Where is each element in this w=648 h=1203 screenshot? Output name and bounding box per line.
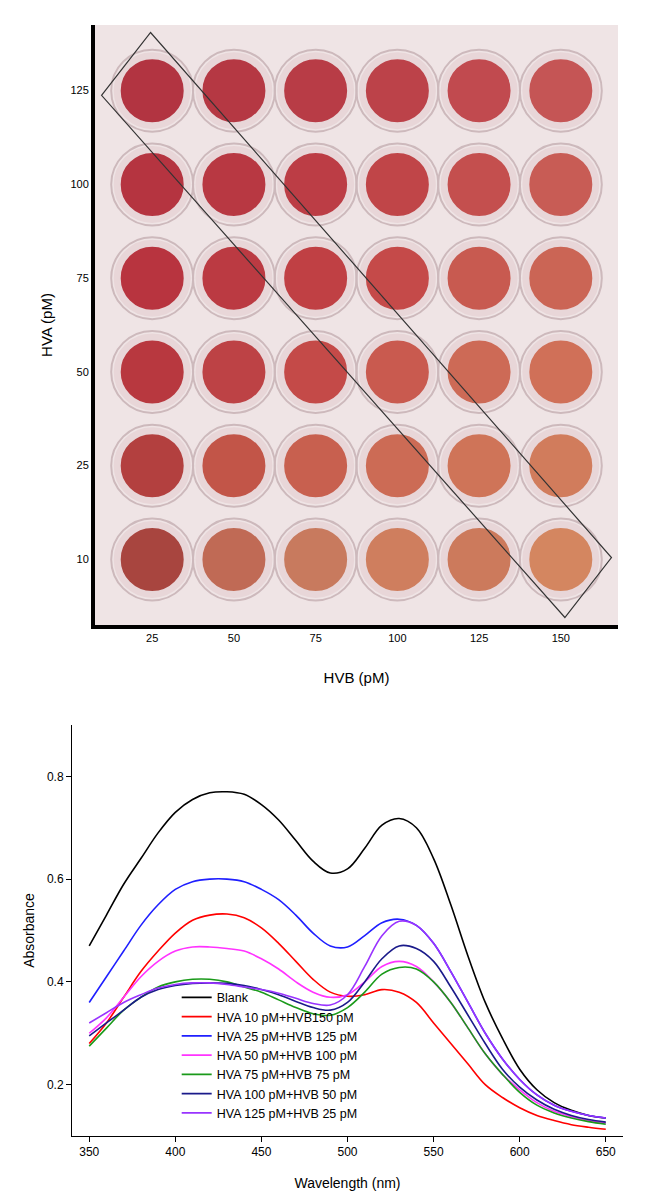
svg-text:400: 400: [165, 1145, 185, 1159]
svg-text:500: 500: [337, 1145, 357, 1159]
svg-text:25: 25: [146, 632, 158, 644]
svg-text:600: 600: [510, 1145, 530, 1159]
svg-text:Blank: Blank: [217, 991, 249, 1005]
svg-text:HVA 10 pM+HVB150 pM: HVA 10 pM+HVB150 pM: [217, 1011, 354, 1025]
svg-text:50: 50: [228, 632, 240, 644]
svg-text:0.4: 0.4: [47, 975, 64, 989]
svg-text:0.2: 0.2: [47, 1078, 64, 1092]
svg-text:100: 100: [388, 632, 406, 644]
svg-text:150: 150: [552, 632, 570, 644]
svg-text:Wavelength (nm): Wavelength (nm): [294, 1175, 400, 1191]
svg-text:125: 125: [70, 84, 88, 96]
svg-text:Absorbance: Absorbance: [21, 893, 37, 968]
svg-text:HVA 50 pM+HVB 100 pM: HVA 50 pM+HVB 100 pM: [217, 1049, 357, 1063]
svg-text:HVA 75 pM+HVB 75 pM: HVA 75 pM+HVB 75 pM: [217, 1068, 351, 1082]
svg-text:50: 50: [77, 366, 89, 378]
svg-text:25: 25: [77, 459, 89, 471]
svg-text:HVA 25 pM+HVB 125 pM: HVA 25 pM+HVB 125 pM: [217, 1030, 357, 1044]
svg-text:HVA (pM): HVA (pM): [38, 293, 55, 357]
svg-text:0.6: 0.6: [47, 872, 64, 886]
svg-text:HVA 100 pM+HVB 50 pM: HVA 100 pM+HVB 50 pM: [217, 1088, 357, 1102]
svg-text:75: 75: [77, 272, 89, 284]
svg-text:10: 10: [77, 553, 89, 565]
svg-text:0.8: 0.8: [47, 770, 64, 784]
svg-text:650: 650: [596, 1145, 616, 1159]
svg-text:100: 100: [70, 178, 88, 190]
svg-text:125: 125: [470, 632, 488, 644]
svg-text:450: 450: [251, 1145, 271, 1159]
svg-text:75: 75: [310, 632, 322, 644]
svg-text:550: 550: [424, 1145, 444, 1159]
svg-text:350: 350: [79, 1145, 99, 1159]
svg-text:HVA 125 pM+HVB 25 pM: HVA 125 pM+HVB 25 pM: [217, 1107, 357, 1121]
svg-text:HVB (pM): HVB (pM): [324, 669, 390, 686]
